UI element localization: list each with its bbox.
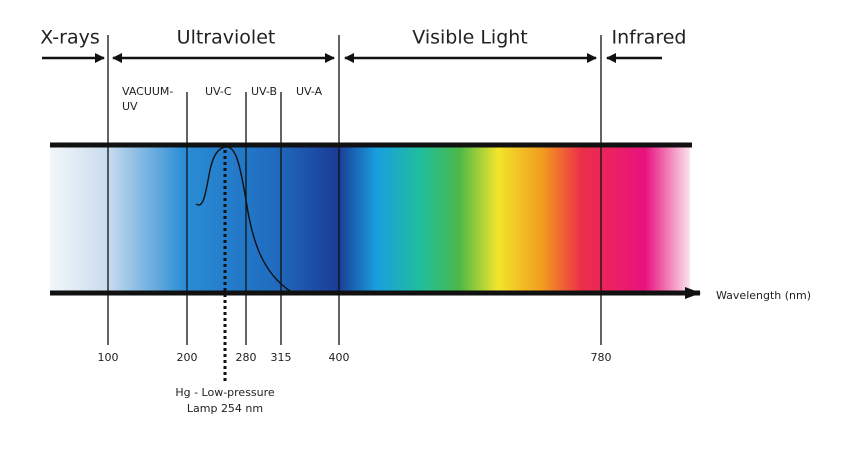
tick-label: 780 bbox=[591, 351, 612, 364]
annotation: Hg - Low-pressure bbox=[175, 386, 275, 399]
subregion-label: UV-A bbox=[296, 85, 323, 98]
region-label: X-rays bbox=[40, 27, 100, 49]
region-label: Infrared bbox=[612, 27, 687, 49]
divider-lines bbox=[107, 35, 602, 345]
axis-label: Wavelength (nm) bbox=[716, 289, 811, 302]
tick-label: 280 bbox=[236, 351, 257, 364]
subregion-label: UV-C bbox=[205, 85, 232, 98]
annotation: Lamp 254 nm bbox=[187, 402, 263, 415]
subregion-label: UV bbox=[122, 100, 138, 113]
lamp-curve bbox=[195, 146, 291, 292]
tick-label: 400 bbox=[329, 351, 350, 364]
region-label: Visible Light bbox=[412, 27, 528, 49]
subregion-label: VACUUM- bbox=[122, 85, 173, 98]
spectrum-band bbox=[50, 145, 690, 293]
subregion-label: UV-B bbox=[251, 85, 277, 98]
region-label: Ultraviolet bbox=[177, 27, 276, 49]
tick-label: 200 bbox=[177, 351, 198, 364]
tick-label: 100 bbox=[98, 351, 119, 364]
tick-label: 315 bbox=[271, 351, 292, 364]
